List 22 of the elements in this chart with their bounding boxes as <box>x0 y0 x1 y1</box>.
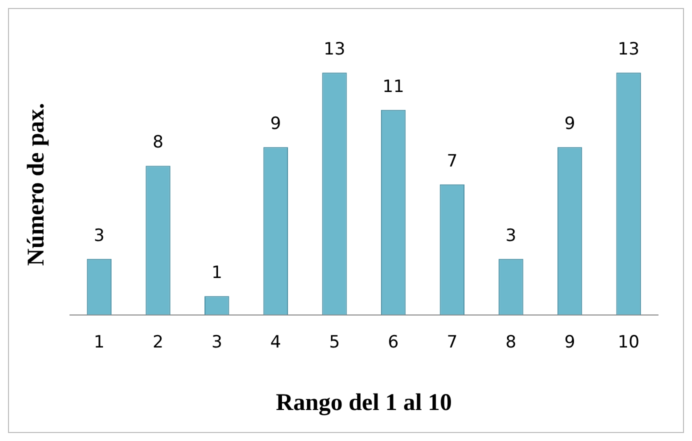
x-tick-label: 7 <box>446 332 458 352</box>
x-tick-label: 2 <box>152 332 164 352</box>
data-label: 3 <box>94 226 105 246</box>
data-label: 9 <box>270 114 282 134</box>
data-label: 13 <box>324 40 346 60</box>
x-tick-label: 8 <box>506 332 516 352</box>
data-label: 8 <box>152 132 164 153</box>
data-label: 1 <box>211 263 222 284</box>
x-tick-label: 4 <box>270 332 282 352</box>
x-tick-label: 3 <box>211 332 222 352</box>
x-tick-label: 9 <box>564 332 576 352</box>
data-label: 11 <box>382 76 404 97</box>
data-label: 13 <box>618 40 640 60</box>
x-tick-label: 5 <box>329 332 340 352</box>
y-axis-title: Número de pax. <box>24 102 50 266</box>
data-label: 9 <box>564 114 576 134</box>
data-label: 3 <box>506 226 516 246</box>
data-label: 7 <box>446 151 458 172</box>
x-tick-label: 6 <box>388 332 399 352</box>
x-tick-label: 1 <box>94 332 105 352</box>
x-tick-label: 10 <box>618 332 640 352</box>
x-axis-title: Rango del 1 al 10 <box>276 390 452 416</box>
